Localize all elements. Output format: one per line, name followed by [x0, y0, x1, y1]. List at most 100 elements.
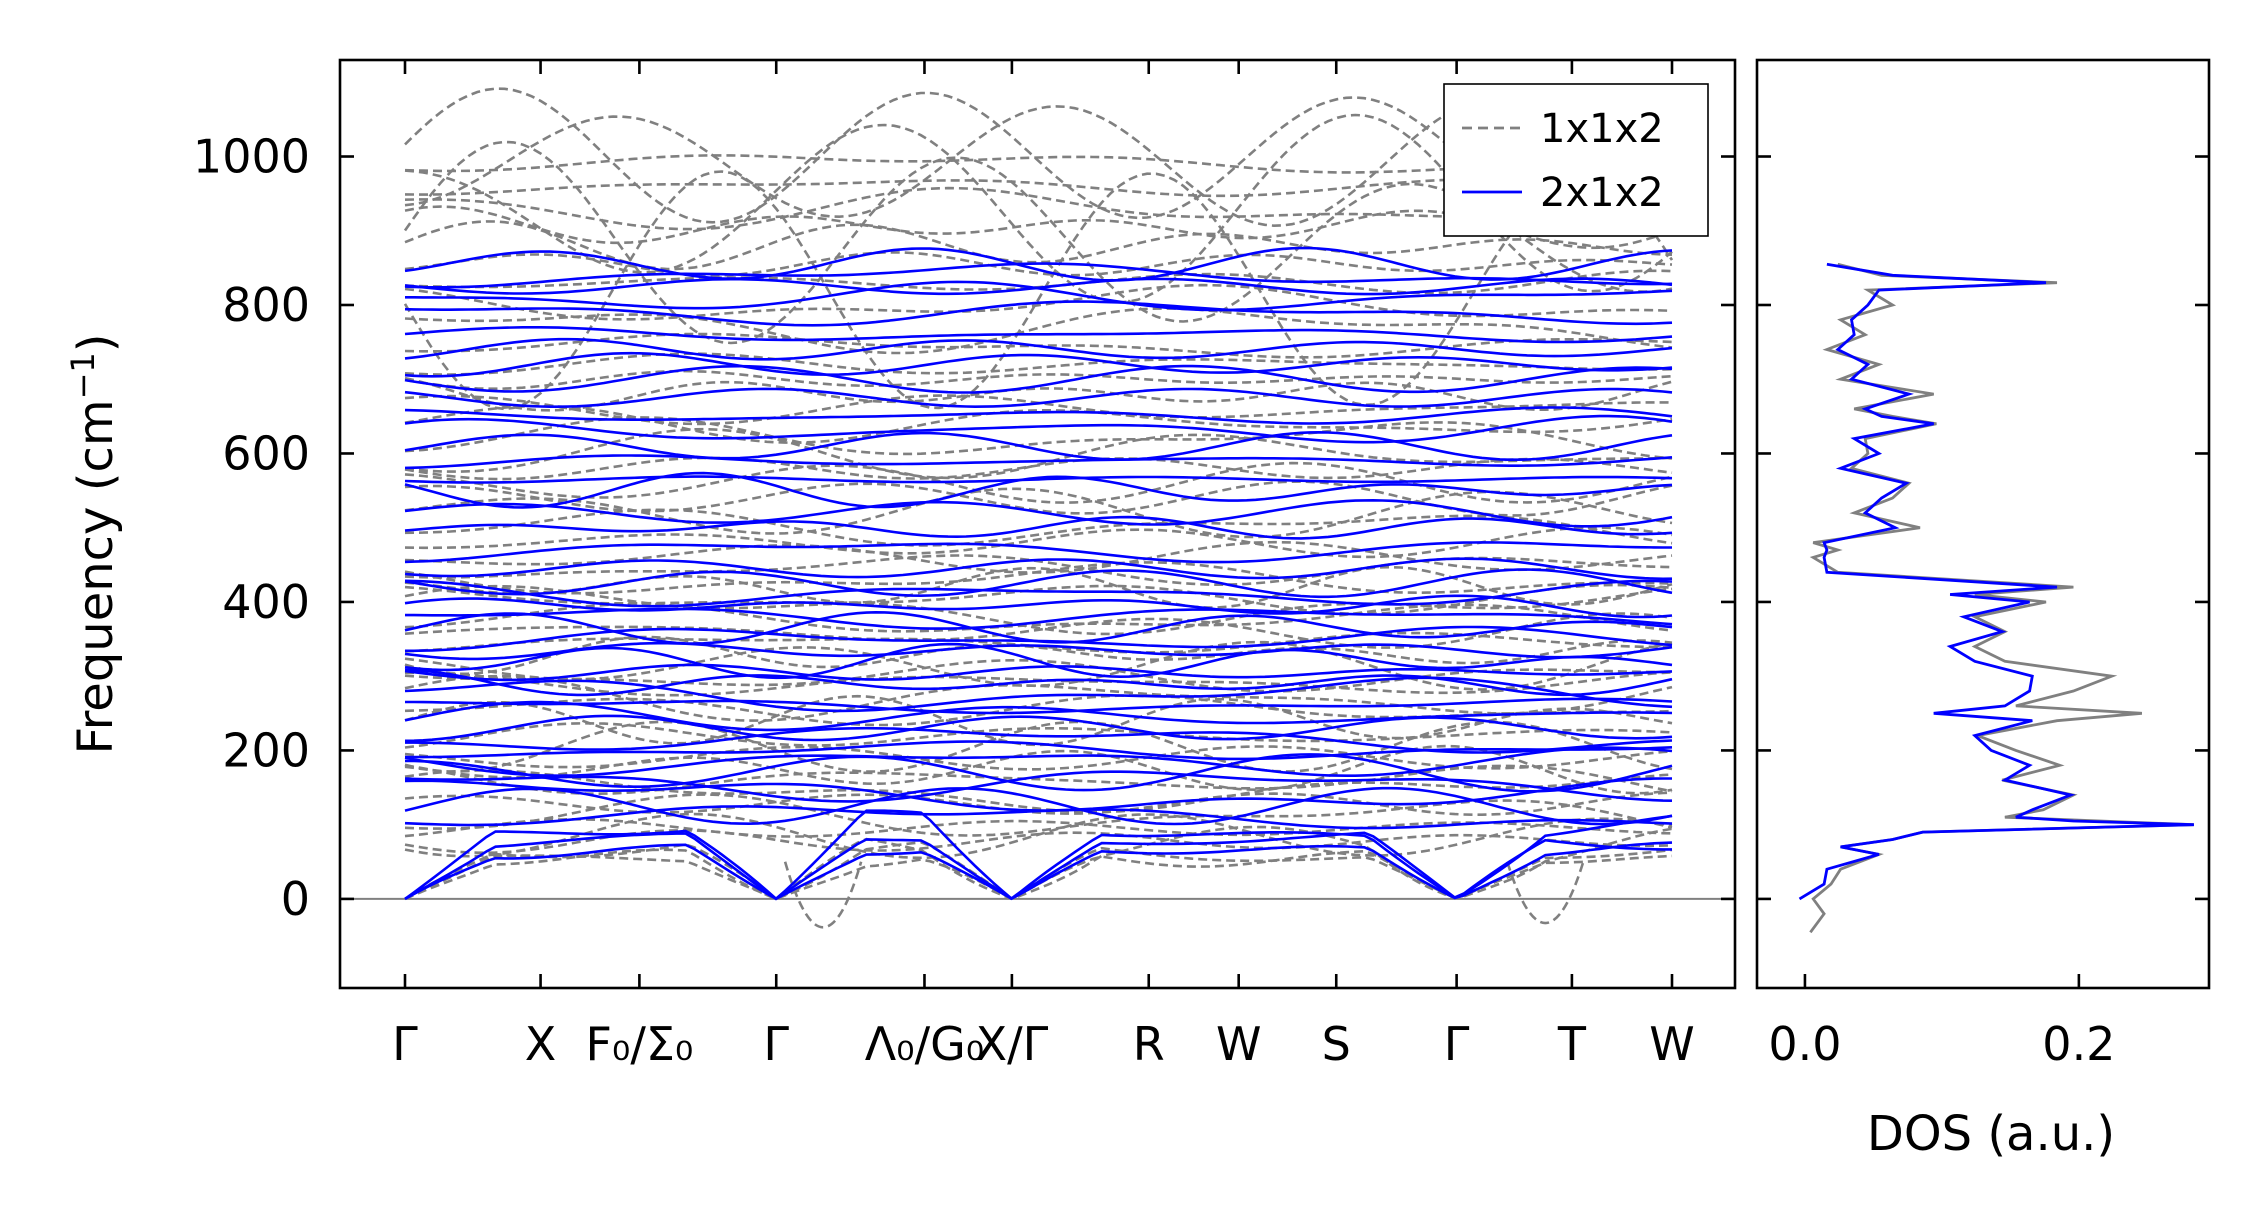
dos-panel-frame — [1755, 58, 2211, 990]
x-tick-label: W — [1649, 1017, 1694, 1071]
band-1x1x2 — [404, 720, 1673, 773]
band-1x1x2 — [404, 526, 1673, 559]
x-tick-label: Λ₀/G₀ — [865, 1017, 985, 1071]
y-tick-label: 600 — [222, 426, 310, 480]
x-tick-label: X — [525, 1017, 557, 1071]
y-axis-label: Frequency (cm−1) — [64, 333, 124, 754]
band-2x1x2 — [404, 610, 1673, 645]
band-1x1x2 — [404, 764, 1673, 796]
band-1x1x2 — [404, 584, 1673, 636]
band-2x1x2 — [404, 594, 1673, 619]
band-2x1x2 — [404, 714, 1673, 743]
band-2x1x2 — [404, 557, 1673, 581]
band-2x1x2 — [404, 406, 1673, 425]
band-2x1x2 — [404, 568, 1673, 599]
band-1x1x2 — [404, 113, 1673, 304]
x-tick-label: Γ — [1444, 1017, 1470, 1071]
band-1x1x2 — [404, 612, 1673, 649]
band-2x1x2 — [404, 351, 1673, 378]
band-2x1x2 — [405, 697, 1673, 715]
band-1x1x2 — [404, 461, 1673, 504]
band-1x1x2 — [404, 283, 1673, 321]
band-2x1x2 — [404, 277, 1673, 296]
band-2x1x2 — [405, 753, 1673, 793]
band-2x1x2 — [404, 641, 1673, 661]
band-1x1x2 — [404, 404, 1673, 445]
band-2x1x2 — [404, 515, 1673, 540]
band-1x1x2 — [404, 307, 1673, 355]
band-1x1x2 — [404, 251, 1673, 277]
legend-label: 2x1x2 — [1540, 170, 1664, 216]
band-1x1x2 — [404, 487, 1673, 539]
band-2x1x2 — [404, 364, 1673, 394]
y-tick-label: 0 — [281, 872, 310, 926]
band-1x1x2 — [403, 170, 1674, 411]
x-tick-label: Γ — [763, 1017, 789, 1071]
band-2x1x2 — [404, 498, 1673, 528]
band-2x1x2 — [404, 475, 1673, 484]
band-2x1x2 — [404, 746, 1673, 778]
band-1x1x2 — [404, 640, 1673, 691]
band-2x1x2 — [404, 668, 1673, 697]
dos-curve-2x1x2 — [1798, 262, 2194, 901]
band-1x1x2 — [404, 674, 1673, 722]
dos-x-tick-label: 0.0 — [1768, 1017, 1841, 1071]
band-2x1x2 — [404, 663, 1673, 682]
band-1x1x2 — [404, 825, 1673, 901]
legend-label: 1x1x2 — [1540, 106, 1664, 152]
band-2x1x2 — [404, 454, 1673, 470]
y-tick-label: 800 — [222, 278, 310, 332]
band-1x1x2 — [404, 768, 1673, 814]
band-2x1x2 — [404, 414, 1673, 444]
band-2x1x2 — [404, 642, 1673, 680]
band-2x1x2 — [404, 471, 1673, 509]
band-1x1x2 — [404, 721, 1673, 749]
band-1x1x2 — [404, 352, 1673, 376]
band-1x1x2 — [404, 694, 1673, 727]
band-1x1x2 — [404, 369, 1673, 391]
dos-x-axis-label: DOS (a.u.) — [1867, 1106, 2115, 1162]
x-tick-label: X/Γ — [976, 1017, 1049, 1071]
band-2x1x2 — [404, 246, 1673, 282]
band-2x1x2 — [404, 676, 1673, 713]
y-tick-label: 200 — [222, 723, 310, 777]
x-tick-label: Γ — [392, 1017, 418, 1071]
band-2x1x2 — [404, 809, 1673, 901]
band-2x1x2 — [404, 777, 1672, 812]
x-tick-label: T — [1557, 1017, 1587, 1071]
band-1x1x2 — [404, 791, 1673, 816]
band-2x1x2 — [404, 700, 1673, 732]
band-1x1x2 — [404, 87, 1673, 224]
band-2x1x2 — [404, 786, 1673, 826]
band-2x1x2 — [405, 740, 1673, 761]
y-tick-label: 1000 — [193, 130, 310, 184]
dos-x-tick-label: 0.2 — [2042, 1017, 2115, 1071]
band-1x1x2 — [404, 508, 1673, 547]
band-2x1x2 — [404, 326, 1673, 344]
band-1x1x2 — [404, 818, 1673, 838]
band-2x1x2 — [404, 579, 1673, 608]
band-panel-frame — [338, 58, 1737, 990]
band-1x1x2 — [404, 745, 1673, 771]
dos-panel: 0.0 0.2 DOS (a.u.) — [1755, 58, 2211, 1162]
band-2x1x2 — [404, 387, 1673, 409]
legend: 1x1x2 2x1x2 — [1443, 83, 1709, 237]
band-2x1x2 — [404, 541, 1672, 564]
band-1x1x2 — [404, 812, 1673, 860]
y-tick-label: 400 — [222, 575, 310, 629]
band-2x1x2 — [404, 337, 1673, 361]
band-1x1x2 — [404, 220, 1673, 271]
x-tick-label: S — [1322, 1017, 1351, 1071]
band-1x1x2 — [404, 583, 1673, 616]
band-1x1x2 — [404, 694, 1673, 747]
band-2x1x2 — [404, 300, 1673, 327]
legend-box — [1443, 83, 1709, 237]
x-tick-label: R — [1133, 1017, 1165, 1071]
band-1x1x2 — [404, 376, 1673, 412]
band-2x1x2 — [404, 430, 1673, 461]
band-2x1x2 — [404, 770, 1673, 803]
band-2x1x2 — [405, 726, 1673, 754]
x-tick-label: W — [1216, 1017, 1261, 1071]
